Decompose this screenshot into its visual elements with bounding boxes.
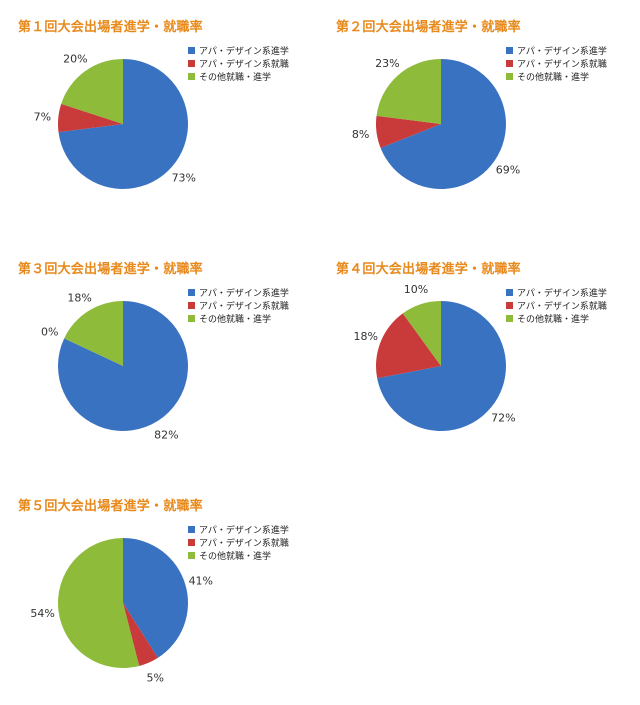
chart-panel-2: 第２回大会出場者進学・就職率 69% 8% 23% アパ・デザイン系進学 アパ・デザイン系… [336,16,636,226]
legend-label: その他就職・進学 [199,72,272,83]
chart-title: 第２回大会出場者進学・就職率 [336,20,521,35]
legend: アパ・デザイン系進学 アパ・デザイン系就職 その他就職・進学 [506,44,607,83]
legend-swatch [188,288,195,296]
legend-label: アパ・デザイン系進学 [199,46,289,57]
legend: アパ・デザイン系進学 アパ・デザイン系就職 その他就職・進学 [188,286,289,325]
pie-slice [402,301,441,366]
pie-slice [375,313,441,379]
data-label: 73% [172,172,196,185]
legend-swatch [506,59,513,67]
chart-panel-4: 第４回大会出場者進学・就職率 72% 18% 10% アパ・デザイン系進学 アパ・デザイン… [336,258,636,468]
legend-item: その他就職・進学 [506,70,607,83]
legend-label: アパ・デザイン系就職 [199,301,289,312]
chart-title: 第３回大会出場者進学・就職率 [18,262,203,277]
data-label: 5% [146,671,163,684]
data-label: 54% [30,607,54,620]
legend-item: その他就職・進学 [188,312,289,325]
legend-swatch [188,314,195,322]
legend-item: その他就職・進学 [506,312,607,325]
pie-chart: 82% 0% 18% [41,292,189,441]
legend-item: アパ・デザイン系就職 [506,57,607,70]
legend-item: その他就職・進学 [188,549,289,562]
pie-slice [123,603,158,666]
data-label: 18% [353,330,377,343]
pie-slice [58,538,140,668]
pie-slice [377,301,506,431]
legend-label: アパ・デザイン系就職 [199,538,289,549]
legend-label: その他就職・進学 [199,551,272,562]
legend-item: アパ・デザイン系進学 [188,44,289,57]
legend-swatch [188,525,195,533]
legend-swatch [506,288,513,296]
pie-slice [64,301,123,366]
pie-slice [58,301,189,431]
chart-panel-1: 第１回大会出場者進学・就職率 73% 7% 20% アパ・デザイン系進学 アパ・デザイン系… [18,16,318,226]
pie-slice [61,59,123,124]
data-label: 23% [375,57,399,70]
legend-item: アパ・デザイン系進学 [188,523,289,536]
legend-label: アパ・デザイン系就職 [517,59,607,70]
legend-swatch [506,72,513,80]
legend-label: その他就職・進学 [199,314,272,325]
data-label: 72% [491,412,515,425]
chart-title: 第５回大会出場者進学・就職率 [18,499,203,514]
data-label: 7% [34,110,51,123]
legend-swatch [506,301,513,309]
pie-slice [375,115,441,148]
pie-slice [376,58,441,124]
pie-slice [123,538,188,658]
pie-chart: 73% 7% 20% [34,53,196,189]
legend-label: アパ・デザイン系就職 [199,59,289,70]
data-label: 8% [352,128,369,141]
legend: アパ・デザイン系進学 アパ・デザイン系就職 その他就職・進学 [188,44,289,83]
legend-item: アパ・デザイン系就職 [188,299,289,312]
legend-swatch [188,46,195,54]
chart-title: 第４回大会出場者進学・就職率 [336,262,521,277]
legend-swatch [188,59,195,67]
legend-swatch [188,72,195,80]
data-label: 69% [496,164,520,177]
data-label: 41% [189,574,213,587]
legend-item: アパ・デザイン系就職 [188,57,289,70]
legend-item: その他就職・進学 [188,70,289,83]
legend-item: アパ・デザイン系進学 [506,286,607,299]
legend-swatch [188,538,195,546]
legend-label: アパ・デザイン系進学 [517,288,607,299]
pie-slice [380,59,506,189]
data-label: 82% [154,428,178,441]
legend: アパ・デザイン系進学 アパ・デザイン系就職 その他就職・進学 [188,523,289,562]
legend: アパ・デザイン系進学 アパ・デザイン系就職 その他就職・進学 [506,286,607,325]
legend-label: アパ・デザイン系進学 [199,288,289,299]
legend-swatch [506,46,513,54]
data-label: 10% [404,283,428,296]
legend-item: アパ・デザイン系就職 [506,299,607,312]
legend-label: その他就職・進学 [517,72,590,83]
pie-slice [58,59,188,189]
legend-item: アパ・デザイン系就職 [188,536,289,549]
data-label: 20% [63,53,87,66]
legend-swatch [506,314,513,322]
chart-title: 第１回大会出場者進学・就職率 [18,20,203,35]
pie-chart: 72% 18% 10% [353,283,516,431]
data-label: 18% [67,292,91,305]
legend-item: アパ・デザイン系進学 [506,44,607,57]
chart-panel-3: 第３回大会出場者進学・就職率 82% 0% 18% アパ・デザイン系進学 アパ・デザイン系… [18,258,318,468]
pie-chart: 69% 8% 23% [352,57,520,189]
pie-slice [57,103,123,133]
legend-swatch [188,301,195,309]
legend-label: アパ・デザイン系進学 [199,525,289,536]
chart-panel-5: 第５回大会出場者進学・就職率 41% 5% 54% アパ・デザイン系進学 アパ・デザイン系… [18,495,318,705]
pie-chart: 41% 5% 54% [30,538,213,684]
data-label: 0% [41,326,58,339]
legend-swatch [188,551,195,559]
legend-item: アパ・デザイン系進学 [188,286,289,299]
legend-label: アパ・デザイン系進学 [517,46,607,57]
legend-label: その他就職・進学 [517,314,590,325]
legend-label: アパ・デザイン系就職 [517,301,607,312]
